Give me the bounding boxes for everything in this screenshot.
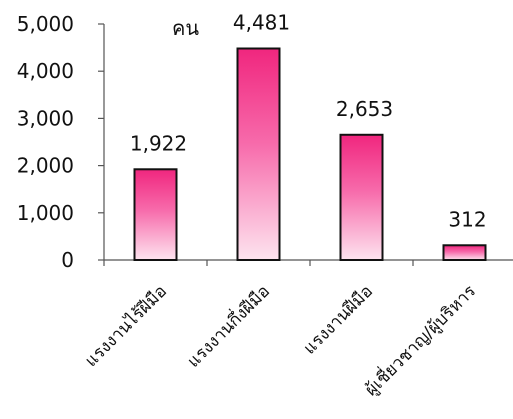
y-tick-label: 2,000 — [17, 154, 74, 178]
category-label: แรงงานไร้ฝีมือ — [81, 281, 171, 371]
bars-group — [133, 47, 487, 262]
category-label: แรงงานกึ่งฝีมือ — [182, 279, 275, 372]
unit-label: คน — [172, 16, 199, 40]
category-labels-group: แรงงานไร้ฝีมือ แรงงานกึ่งฝีมือ แรงงานฝีมือ… — [81, 279, 480, 400]
y-tick-label: 1,000 — [17, 201, 74, 225]
y-tick-label: 5,000 — [17, 12, 74, 36]
y-tick-label: 0 — [61, 248, 74, 272]
bar — [133, 168, 178, 261]
bar — [236, 47, 281, 262]
bar — [339, 133, 384, 261]
y-tick-label: 4,000 — [17, 59, 74, 83]
y-tick-label: 3,000 — [17, 106, 74, 130]
y-axis: 0 1,000 2,000 3,000 4,000 5,000 — [17, 12, 105, 272]
data-labels-group: 1,922 4,481 2,653 312 — [130, 10, 487, 231]
data-label: 4,481 — [233, 10, 290, 34]
data-label: 1,922 — [130, 131, 187, 155]
data-label: 2,653 — [336, 97, 393, 121]
category-label: แรงงานฝีมือ — [300, 281, 377, 358]
bar — [442, 244, 487, 262]
data-label: 312 — [448, 207, 486, 231]
category-label: ผู้เชี่ยวชาญ/ผู้บริหาร — [359, 279, 480, 400]
